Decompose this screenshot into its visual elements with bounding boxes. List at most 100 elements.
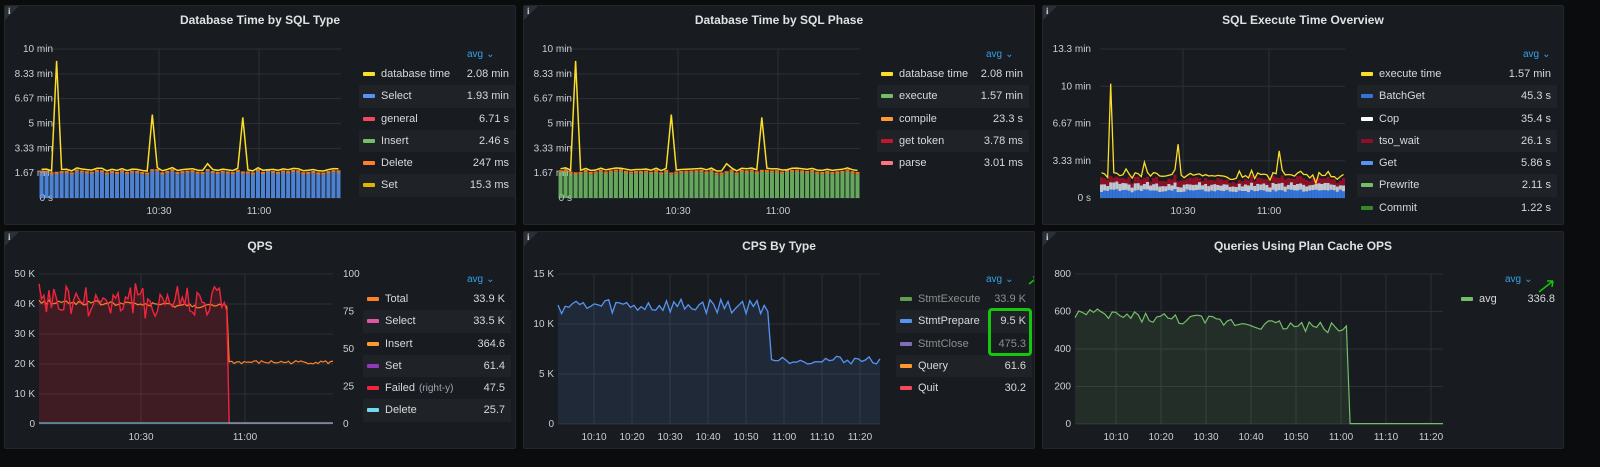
legend-item[interactable]: BatchGet 45.3 s	[1357, 85, 1557, 108]
y-tick-label: 800	[1054, 269, 1071, 280]
avg-dropdown[interactable]: avg ⌄	[467, 49, 495, 60]
bar	[1127, 190, 1131, 198]
legend-item[interactable]: Failed (right-y) 47.5	[363, 377, 511, 399]
bar	[1247, 192, 1251, 198]
legend-swatch	[367, 297, 379, 301]
legend-item[interactable]: Delete 25.7	[363, 399, 511, 422]
panel-qps[interactable]: i QPS 50 K 40 K 30 K 20 K 10 K 0 100 75 50 25 0 10:…	[4, 231, 516, 449]
legend-item[interactable]: Commit 1.22 s	[1357, 197, 1557, 219]
legend-item[interactable]: StmtClose 475.3	[896, 333, 1032, 355]
legend-item[interactable]: Insert 364.6	[363, 333, 511, 355]
legend-item[interactable]: tso_wait 26.1 s	[1357, 129, 1557, 153]
panel-title[interactable]: Queries Using Plan Cache OPS	[1213, 239, 1393, 253]
panel-title[interactable]: QPS	[247, 239, 273, 253]
avg-dropdown[interactable]: avg ⌄	[986, 274, 1014, 285]
legend-item[interactable]: Select 33.5 K	[363, 310, 511, 333]
bar-segment	[659, 172, 664, 175]
legend-swatch	[1361, 183, 1373, 188]
panel-title[interactable]: CPS By Type	[742, 239, 816, 253]
bar-segment	[694, 170, 699, 173]
panel-sql-execute-time-overview[interactable]: i SQL Execute Time Overview 13.3 min 10 m…	[1042, 5, 1564, 225]
bar	[754, 173, 759, 198]
legend-item[interactable]: Delete 247 ms	[359, 152, 515, 174]
bar	[1155, 190, 1159, 198]
bar	[49, 174, 54, 198]
legend-item[interactable]: database time 2.08 min	[359, 63, 515, 85]
bar-segment	[235, 169, 240, 173]
legend-item[interactable]: general 6.71 s	[359, 108, 515, 130]
chevron-down-icon: ⌄	[1005, 49, 1014, 60]
bar-segment	[1311, 184, 1315, 191]
legend-item[interactable]: avg 336.8	[1457, 288, 1561, 310]
bar-segment	[1292, 178, 1296, 185]
chart-area[interactable]: 10 min 8.33 min 6.67 min 5 min 3.33 min 1.67 …	[524, 6, 1035, 225]
bar-segment	[266, 169, 271, 172]
legend-item[interactable]: get token 3.78 ms	[877, 129, 1029, 153]
bar-segment	[59, 171, 64, 174]
y-tick-label: 3.33 min	[15, 143, 53, 154]
bar	[1161, 191, 1165, 198]
avg-dropdown[interactable]: avg ⌄	[467, 274, 495, 285]
legend-item[interactable]: database time 2.08 min	[877, 63, 1029, 85]
bar-segment	[64, 170, 69, 174]
bar	[729, 171, 734, 198]
bar	[1182, 191, 1186, 198]
legend-item[interactable]: execute time 1.57 min	[1357, 63, 1557, 85]
avg-dropdown[interactable]: avg ⌄	[986, 49, 1014, 60]
bar	[1341, 191, 1345, 198]
chart-area[interactable]: 15 K 10 K 5 K 0 10:10 10:20 10:30 10:40 10:50 11:…	[524, 232, 1035, 449]
panel-title[interactable]: SQL Execute Time Overview	[1222, 13, 1384, 27]
legend-value: 33.9 K	[994, 293, 1026, 305]
bar-segment	[795, 169, 800, 172]
legend-item[interactable]: compile 23.3 s	[877, 108, 1029, 130]
legend-item[interactable]: execute 1.57 min	[877, 85, 1029, 108]
panel-database-time-by-sql-type[interactable]: i Database Time by SQL Type 10 min 8.33 m…	[4, 5, 516, 225]
legend-item[interactable]: Set 61.4	[363, 354, 511, 378]
legend-item[interactable]: StmtExecute 33.9 K	[896, 288, 1032, 310]
x-tick-label: 11:00	[233, 432, 258, 443]
bar-segment	[1302, 178, 1306, 185]
bar-segment	[1335, 186, 1339, 192]
bar-segment	[1167, 183, 1171, 190]
series-line	[41, 60, 339, 172]
legend-label: Select	[385, 315, 416, 328]
legend-value: 47.5	[483, 382, 505, 395]
legend-item[interactable]: Insert 2.46 s	[359, 129, 515, 153]
legend-item[interactable]: Query 61.6	[896, 354, 1032, 378]
panel-title[interactable]: Database Time by SQL Phase	[694, 13, 864, 27]
legend-item[interactable]: Select 1.93 min	[359, 85, 515, 108]
bar-segment	[1139, 179, 1143, 186]
legend-item[interactable]: parse 3.01 ms	[877, 152, 1029, 174]
bar-segment	[271, 170, 276, 174]
bar-segment	[1158, 186, 1162, 193]
chart-area[interactable]: 10 min 8.33 min 6.67 min 5 min 3.33 min 1.67 …	[5, 6, 516, 225]
panel-queries-using-plan-cache-ops[interactable]: i Queries Using Plan Cache OPS 800 600 400…	[1042, 231, 1564, 449]
avg-dropdown[interactable]: avg ⌄	[1505, 274, 1533, 285]
bar	[250, 174, 255, 198]
legend-label: execute time	[1379, 68, 1442, 80]
x-tick-label: 11:10	[810, 432, 835, 443]
legend-item[interactable]: Cop 35.4 s	[1357, 108, 1557, 130]
legend-item[interactable]: Prewrite 2.11 s	[1357, 174, 1557, 197]
legend-item[interactable]: Get 5.86 s	[1357, 152, 1557, 174]
legend-item[interactable]: Total 33.9 K	[363, 288, 511, 310]
chart-area[interactable]: 800 600 400 200 0 10:10 10:20 10:30 10:40 10:50 11…	[1043, 232, 1564, 449]
legend-swatch	[1361, 116, 1373, 121]
chart-area[interactable]: 50 K 40 K 30 K 20 K 10 K 0 100 75 50 25 0 10:30 11:0…	[5, 232, 516, 449]
bar-segment	[654, 169, 659, 172]
y-tick-label: 40 K	[14, 299, 35, 310]
legend: database time 2.08 min execute 1.57 min comp…	[877, 63, 1029, 174]
panel-title[interactable]: Database Time by SQL Type	[179, 13, 341, 27]
bar	[639, 173, 644, 198]
avg-dropdown[interactable]: avg ⌄	[1523, 49, 1551, 60]
bar-segment	[1338, 185, 1342, 190]
legend-item[interactable]: Set 15.3 ms	[359, 174, 515, 197]
bar-segment	[311, 170, 316, 174]
panel-database-time-by-sql-phase[interactable]: i Database Time by SQL Phase 10 min 8.33 …	[523, 5, 1035, 225]
legend-item[interactable]: Quit 30.2	[896, 377, 1032, 399]
bar	[125, 174, 130, 198]
legend-item[interactable]: StmtPrepare 9.5 K	[896, 310, 1032, 333]
legend-label: Query	[918, 359, 948, 372]
chart-area[interactable]: 13.3 min 10 min 6.67 min 3.33 min 0 s 10:30 11…	[1043, 6, 1564, 225]
